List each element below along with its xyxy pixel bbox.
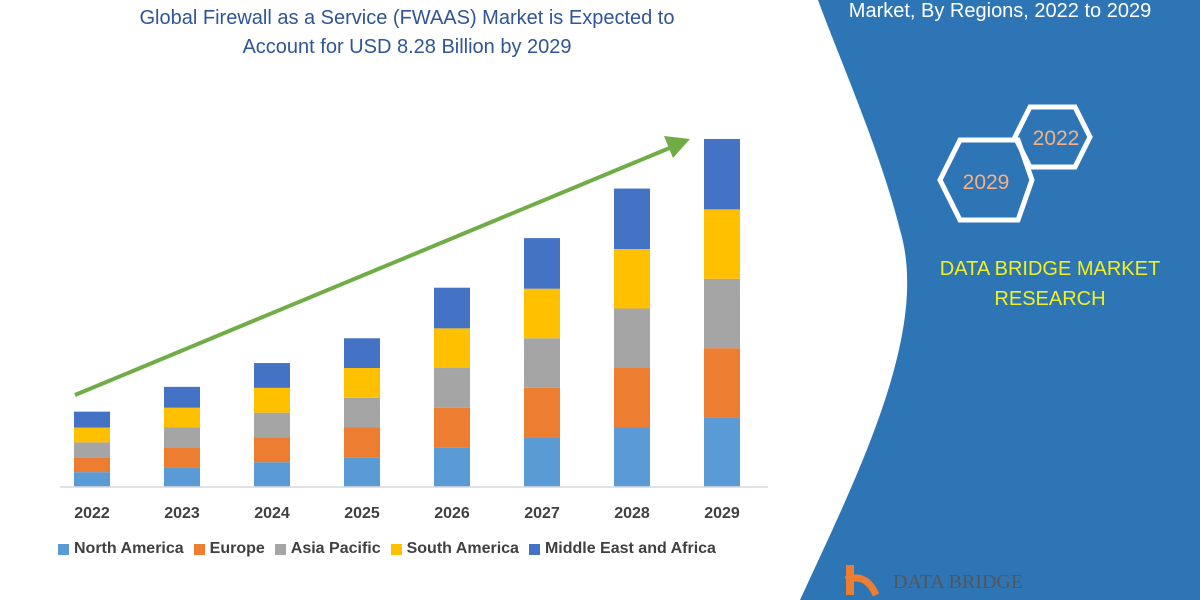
bar-segment-2028-asia-pacific (614, 308, 650, 369)
legend-label: Middle East and Africa (544, 540, 716, 557)
logo-icon (844, 565, 880, 597)
bar-segment-2023-middle-east-and-africa (164, 386, 200, 408)
bar-segment-2024-europe (254, 437, 290, 463)
bar-segment-2026-asia-pacific (434, 368, 470, 408)
bar-segment-2024-middle-east-and-africa (254, 363, 290, 388)
bar-segment-2027-middle-east-and-africa (524, 238, 560, 289)
bar-segment-2029-asia-pacific (704, 278, 740, 349)
legend-label: South America (406, 540, 519, 557)
brand-line-1: DATA BRIDGE MARKET (939, 258, 1161, 280)
bar-segment-2028-middle-east-and-africa (614, 188, 650, 250)
bar-segment-2024-asia-pacific (254, 412, 290, 438)
bar-segment-2028-north-america (614, 427, 650, 487)
bar-segment-2022-north-america (74, 472, 110, 487)
bar-segment-2028-south-america (614, 249, 650, 309)
bar-segment-2023-europe (164, 447, 200, 468)
bar-segment-2023-south-america (164, 407, 200, 428)
bar-segment-2023-asia-pacific (164, 427, 200, 448)
x-tick-labels: 2022 2023 2024 2025 2026 2027 2028 2029 (74, 505, 740, 522)
legend-swatch (528, 543, 540, 555)
bar-segment-2029-middle-east-and-africa (704, 138, 740, 210)
legend-item: Asia Pacific (274, 540, 381, 558)
brand-name: DATA BRIDGE MARKET RESEARCH (915, 254, 1185, 314)
bar-segment-2029-europe (704, 348, 740, 418)
legend-item: South America (390, 540, 519, 558)
bar-segment-2025-middle-east-and-africa (344, 338, 380, 369)
bar-segment-2025-europe (344, 427, 380, 458)
hex-year-2029: 2029 (963, 171, 1010, 194)
hex-year-2022: 2022 (1033, 127, 1080, 150)
trend-arrow (74, 136, 690, 397)
bar-segment-2029-south-america (704, 209, 740, 279)
bar-segment-2024-south-america (254, 387, 290, 413)
bar-segment-2022-middle-east-and-africa (74, 411, 110, 428)
brand-line-2: RESEARCH (994, 288, 1106, 310)
legend: North America Europe Asia Pacific South Ame… (58, 540, 716, 558)
legend-item: Europe (193, 540, 265, 558)
bar-segment-2026-north-america (434, 447, 470, 487)
chart-title: Global Firewall as a Service (FWAAS) Mar… (60, 4, 754, 62)
bar-segment-2024-north-america (254, 462, 290, 487)
legend-item: Middle East and Africa (528, 540, 716, 558)
x-tick-label: 2027 (524, 505, 560, 522)
bar-segment-2026-europe (434, 407, 470, 448)
title-line-1: Global Firewall as a Service (FWAAS) Mar… (139, 7, 675, 29)
bar-segment-2029-north-america (704, 417, 740, 487)
x-tick-label: 2022 (74, 505, 110, 522)
bar-segment-2027-north-america (524, 437, 560, 487)
side-panel-title: Market, By Regions, 2022 to 2029 (848, 0, 1152, 22)
bar-segment-2023-north-america (164, 467, 200, 487)
bar-segment-2026-middle-east-and-africa (434, 287, 470, 329)
x-tick-label: 2028 (614, 505, 650, 522)
bar-segment-2025-south-america (344, 368, 380, 398)
legend-swatch (193, 543, 205, 555)
bar-segment-2027-south-america (524, 288, 560, 339)
legend-item: North America (58, 540, 184, 558)
x-tick-label: 2024 (254, 505, 290, 522)
bar-segment-2028-europe (614, 368, 650, 428)
hexagon-2022 (1012, 104, 1093, 170)
legend-label: Europe (209, 540, 265, 557)
x-tick-label: 2029 (704, 505, 740, 522)
legend-swatch (390, 543, 402, 555)
bar-segment-2022-europe (74, 457, 110, 473)
legend-swatch (58, 543, 69, 555)
title-line-2: Account for USD 8.28 Billion by 2029 (242, 36, 572, 58)
bar-segment-2027-asia-pacific (524, 338, 560, 388)
x-tick-label: 2026 (434, 505, 470, 522)
legend-label: North America (74, 540, 184, 557)
bar-segment-2026-south-america (434, 328, 470, 369)
x-tick-label: 2023 (164, 505, 200, 522)
logo-text: DATA BRIDGE (893, 571, 1024, 593)
bar-segment-2022-south-america (74, 427, 110, 443)
legend-label: Asia Pacific (290, 540, 381, 557)
bar-segment-2027-europe (524, 387, 560, 438)
bar-segment-2025-asia-pacific (344, 397, 380, 428)
side-panel-background (800, 0, 1200, 600)
bars-group (74, 138, 740, 487)
bar-segment-2025-north-america (344, 457, 380, 487)
bar-segment-2022-asia-pacific (74, 442, 110, 458)
legend-swatch (274, 543, 286, 555)
x-tick-label: 2025 (344, 505, 380, 522)
hexagon-2029 (937, 137, 1035, 223)
